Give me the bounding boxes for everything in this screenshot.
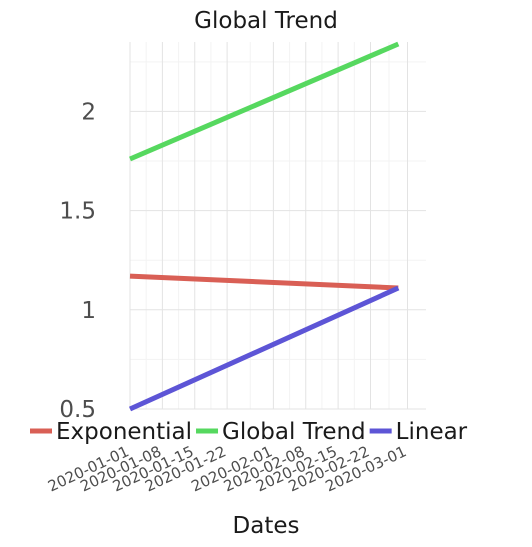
chart-title: Global Trend bbox=[194, 8, 338, 34]
legend: Exponential Global Trend Linear bbox=[30, 419, 468, 445]
series-line-global-trend bbox=[129, 41, 400, 162]
legend-label: Exponential bbox=[56, 419, 192, 445]
series-line-linear bbox=[128, 285, 400, 412]
y-tick-label: 0.5 bbox=[59, 397, 96, 423]
legend-label: Linear bbox=[396, 419, 468, 445]
y-axis-ticks: 0.5 1 1.5 2 bbox=[59, 99, 96, 423]
x-axis-ticks: 2020-01-012020-01-082020-01-152020-01-22… bbox=[45, 442, 409, 495]
y-tick-label: 2 bbox=[81, 99, 96, 125]
x-axis-label: Dates bbox=[233, 513, 300, 539]
series-lines bbox=[128, 41, 400, 412]
y-tick-label: 1 bbox=[81, 298, 96, 324]
minor-grid bbox=[130, 42, 426, 409]
legend-label: Global Trend bbox=[222, 419, 366, 445]
y-tick-label: 1.5 bbox=[59, 199, 96, 225]
major-grid bbox=[129, 42, 426, 410]
series-line-exponential bbox=[129, 273, 399, 291]
